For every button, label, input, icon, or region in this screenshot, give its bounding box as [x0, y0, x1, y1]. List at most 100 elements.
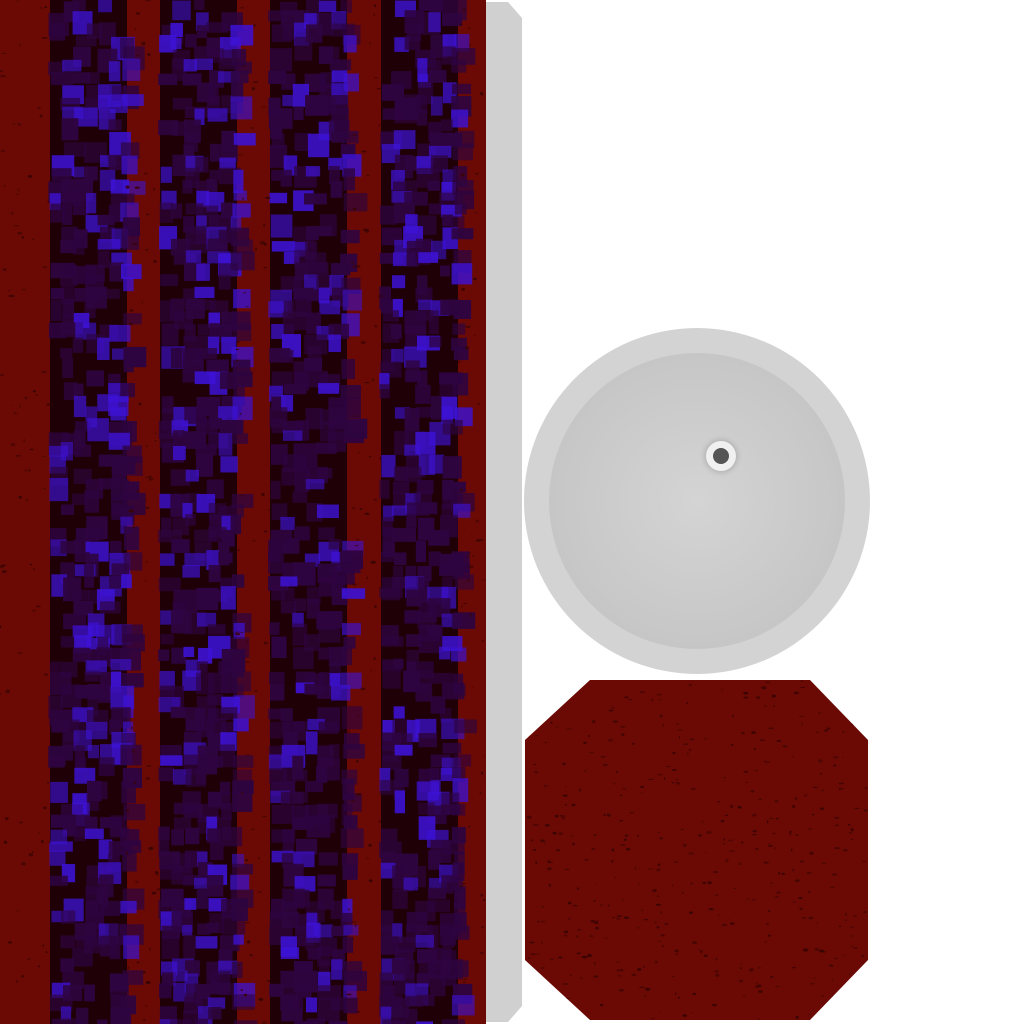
cap-speck — [722, 842, 725, 845]
texture-speck — [373, 657, 376, 661]
cell-tile — [418, 733, 437, 748]
cap-speck — [863, 809, 868, 812]
texture-speck — [19, 404, 21, 408]
cell-tile — [393, 706, 405, 719]
texture-speck — [0, 69, 4, 73]
cell-tile — [182, 875, 204, 886]
cap-speck — [540, 967, 546, 969]
cap-speck — [661, 934, 666, 937]
cell-tile — [454, 719, 477, 734]
cell-tile — [304, 634, 320, 651]
texture-speck — [32, 609, 36, 612]
cell-tile — [292, 755, 304, 780]
cell-tile — [405, 996, 423, 1007]
cell-tile — [99, 900, 121, 917]
cap-speck — [838, 787, 842, 791]
cell-tile — [184, 898, 197, 910]
cell-tile — [194, 877, 212, 889]
texture-speck — [42, 266, 47, 268]
cap-speck — [757, 967, 762, 969]
cap-speck — [572, 904, 578, 907]
cell-tile — [196, 454, 214, 477]
cell-tile — [161, 396, 174, 414]
cell-tile — [304, 565, 315, 577]
cell-tile — [121, 732, 137, 746]
cap-speck — [640, 785, 645, 788]
texture-speck — [41, 37, 48, 39]
texture-speck — [127, 966, 130, 970]
cap-speck — [657, 863, 661, 867]
cell-tile — [232, 994, 255, 1010]
texture-speck — [352, 583, 357, 586]
cap-speck — [562, 982, 569, 986]
texture-speck — [0, 75, 6, 77]
cell-tile — [280, 708, 293, 722]
texture-speck — [360, 687, 366, 691]
cell-tile — [195, 769, 207, 785]
cell-tile — [182, 565, 200, 578]
cell-tile — [343, 997, 358, 1014]
cell-tile — [209, 169, 220, 181]
cap-speck — [662, 723, 665, 727]
cap-speck — [743, 691, 749, 695]
cell-tile — [451, 803, 466, 816]
cap-speck — [533, 763, 537, 766]
cap-speck — [569, 974, 573, 976]
cell-tile — [219, 707, 238, 720]
cell-tile — [441, 503, 455, 516]
cap-speck — [689, 738, 695, 741]
cell-tile — [73, 444, 92, 457]
texture-speck — [237, 549, 241, 551]
texture-speck — [351, 799, 355, 803]
cap-speck — [738, 862, 742, 866]
texture-speck — [153, 188, 156, 191]
texture-speck — [374, 77, 378, 79]
cap-speck — [683, 843, 687, 847]
cell-tile — [379, 587, 403, 598]
cap-speck — [844, 919, 848, 921]
texture-speck — [126, 851, 128, 855]
cell-tile — [218, 263, 239, 276]
cap-speck — [773, 847, 777, 849]
cap-speck — [737, 805, 742, 809]
texture-speck — [465, 346, 470, 350]
cell-tile — [197, 851, 208, 866]
cell-tile — [121, 673, 144, 688]
cap-speck — [708, 908, 714, 911]
cap-speck — [537, 920, 540, 923]
cell-tile — [428, 529, 450, 546]
cell-tile — [283, 324, 295, 341]
cap-speck — [589, 751, 594, 754]
cell-tile — [233, 133, 256, 146]
cell-tile — [318, 960, 330, 976]
cap-speck — [848, 973, 851, 975]
cell-tile — [316, 766, 328, 783]
cell-tile — [84, 527, 104, 541]
texture-speck — [16, 980, 18, 983]
cell-tile — [230, 514, 242, 535]
cell-tile — [416, 406, 433, 418]
cell-tile — [281, 1008, 303, 1022]
cell-tile — [60, 935, 76, 949]
cell-tile — [381, 84, 405, 101]
cell-tile — [440, 119, 453, 132]
cell-tile — [159, 300, 173, 323]
texture-speck — [237, 963, 240, 967]
cap-speck — [816, 921, 818, 924]
cell-tile — [403, 1008, 418, 1024]
cell-tile — [197, 647, 213, 664]
texture-speck — [255, 247, 257, 251]
cell-tile — [195, 444, 217, 456]
cell-tile — [305, 166, 321, 177]
cell-tile — [51, 910, 68, 923]
cell-tile — [207, 624, 226, 635]
cell-tile — [307, 133, 330, 158]
cap-speck — [655, 903, 661, 906]
cap-speck — [583, 770, 587, 772]
texture-speck — [243, 291, 246, 294]
cell-tile — [380, 862, 396, 879]
cell-tile — [393, 552, 407, 566]
cell-tile — [393, 936, 416, 953]
texture-speck — [3, 840, 8, 844]
cap-speck — [792, 804, 796, 809]
